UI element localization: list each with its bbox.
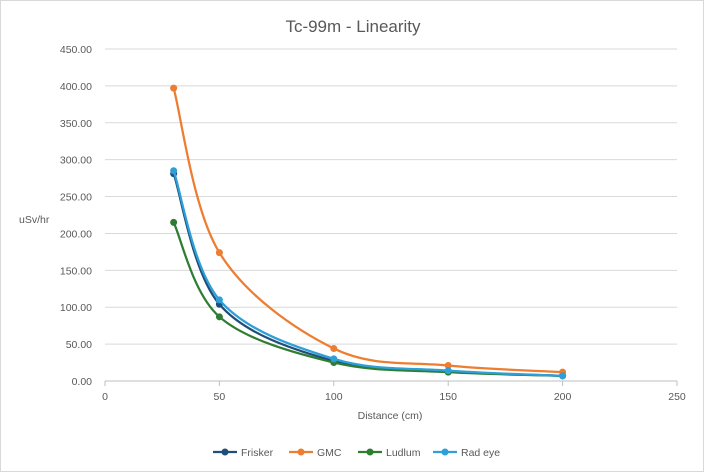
x-tick-label: 0 [102,391,108,403]
x-tick-label: 150 [439,391,457,403]
legend-marker [297,448,305,456]
data-point-ludlum [170,218,178,226]
data-point-rad-eye [330,355,338,363]
data-point-rad-eye [444,367,452,375]
series-line-rad-eye [172,170,563,377]
y-tick-label: 50.00 [66,339,92,351]
legend-marker [441,448,449,456]
y-tick-label: 200.00 [60,228,92,240]
x-tick-label: 100 [325,391,343,403]
x-tick-label: 200 [554,391,572,403]
legend-item-frisker: Frisker [213,447,274,459]
legend: Frisker GMC Ludlum Rad eye [213,447,500,459]
y-tick-label: 100.00 [60,302,92,314]
x-axis-ticks: 0 50 100 150 200 250 [102,381,686,403]
data-point-gmc [215,249,223,257]
legend-item-ludlum: Ludlum [358,447,421,459]
series-gmc [170,84,567,376]
data-point-gmc [330,345,338,353]
y-tick-label: 450.00 [60,44,92,56]
x-tick-label: 250 [668,391,686,403]
data-point-ludlum [215,313,223,321]
data-point-rad-eye [215,296,223,304]
y-tick-label: 400.00 [60,81,92,93]
legend-label: Frisker [241,447,274,459]
y-axis-ticks: 0.00 50.00 100.00 150.00 200.00 250.00 300.00 3… [60,44,92,388]
data-point-rad-eye [170,167,178,175]
series-frisker [170,170,567,380]
series-line-ludlum [172,221,563,377]
gridlines [105,48,677,345]
legend-label: GMC [317,447,342,459]
x-tick-label: 50 [214,391,226,403]
y-axis-title: uSv/hr [19,214,50,226]
legend-marker [366,448,374,456]
data-point-rad-eye [559,372,567,380]
y-tick-label: 250.00 [60,192,92,204]
legend-item-rad-eye: Rad eye [433,447,500,459]
y-tick-label: 0.00 [72,376,93,388]
legend-item-gmc: GMC [289,447,342,459]
series-layer [170,84,567,380]
legend-label: Rad eye [461,447,500,459]
y-tick-label: 350.00 [60,118,92,130]
y-tick-label: 300.00 [60,155,92,167]
series-ludlum [170,218,567,380]
series-line-gmc [172,87,563,374]
x-axis-title: Distance (cm) [358,410,423,422]
legend-marker [221,448,229,456]
chart-title: Tc-99m - Linearity [285,17,421,36]
data-point-gmc [170,84,178,92]
series-line-frisker [172,173,563,377]
data-point-gmc [444,362,452,370]
legend-label: Ludlum [386,447,421,459]
series-rad-eye [170,167,567,380]
y-tick-label: 150.00 [60,265,92,277]
